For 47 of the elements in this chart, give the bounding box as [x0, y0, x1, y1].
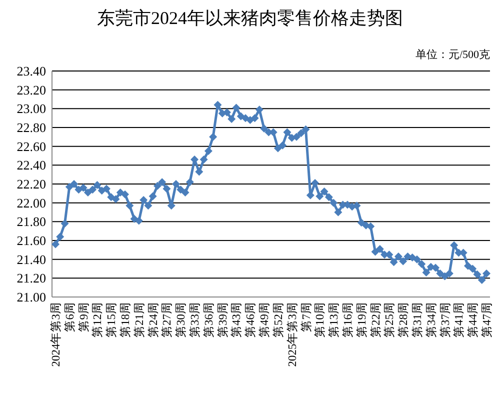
x-tick-label: 2024年第3周	[50, 302, 62, 367]
y-tick-label: 22.20	[16, 176, 46, 192]
x-tick-label: 第37周	[438, 302, 452, 338]
y-tick-label: 21.40	[16, 252, 46, 267]
x-tick-label: 第10周	[314, 302, 327, 338]
x-tick-label: 第7周	[300, 302, 313, 332]
x-tick-label: 第36周	[202, 302, 216, 338]
x-tick-label: 第43周	[230, 302, 244, 338]
x-tick-label: 第33周	[188, 302, 202, 338]
x-tick-label: 第44周	[466, 302, 480, 338]
y-tick-label: 21.60	[16, 233, 46, 248]
y-tick-label: 23.20	[16, 82, 46, 98]
x-tick-label: 第34周	[424, 302, 438, 338]
x-tick-label: 第49周	[258, 302, 272, 338]
y-tick-label: 21.00	[16, 290, 46, 304]
x-tick-label: 第30周	[174, 302, 188, 338]
y-tick-label: 22.00	[16, 195, 46, 210]
text: 单位：元/500克	[415, 48, 490, 61]
x-tick-label: 第19周	[355, 302, 368, 338]
x-tick-label: 第28周	[397, 302, 410, 338]
x-tick-label: 第13周	[328, 302, 341, 338]
x-tick-label: 第18周	[119, 302, 132, 338]
x-tick-label: 第25周	[383, 302, 396, 338]
y-tick-label: 23.40	[16, 64, 46, 78]
y-tick-label: 21.80	[16, 214, 46, 230]
x-tick-label: 第52周	[272, 302, 285, 338]
x-tick-label: 第47周	[480, 302, 494, 338]
y-tick-label: 21.20	[16, 270, 46, 286]
x-tick-label: 第24周	[146, 302, 160, 338]
y-tick-label: 23.00	[16, 101, 46, 116]
x-tick-label: 第12周	[91, 302, 104, 338]
x-tick-label: 第16周	[341, 302, 354, 338]
x-tick-label: 第31周	[410, 302, 424, 338]
y-tick-label: 22.60	[16, 138, 46, 154]
x-tick-label: 第15周	[105, 302, 118, 338]
x-tick-label: 第22周	[369, 302, 382, 338]
x-tick-label: 第46周	[244, 302, 258, 338]
y-tick-label: 22.80	[16, 120, 46, 135]
chart-title: 东莞市2024年以来猪肉零售价格走势图	[97, 8, 403, 28]
x-tick-label: 第6周	[63, 302, 76, 332]
y-tick-label: 22.40	[16, 158, 46, 173]
x-tick-label: 第39周	[216, 302, 230, 338]
x-tick-label: 第27周	[160, 302, 174, 338]
x-tick-label: 2025年第3周	[286, 302, 299, 367]
x-tick-label: 第41周	[452, 302, 466, 338]
x-tick-label: 第9周	[77, 302, 90, 332]
x-tick-label: 第21周	[132, 302, 146, 338]
